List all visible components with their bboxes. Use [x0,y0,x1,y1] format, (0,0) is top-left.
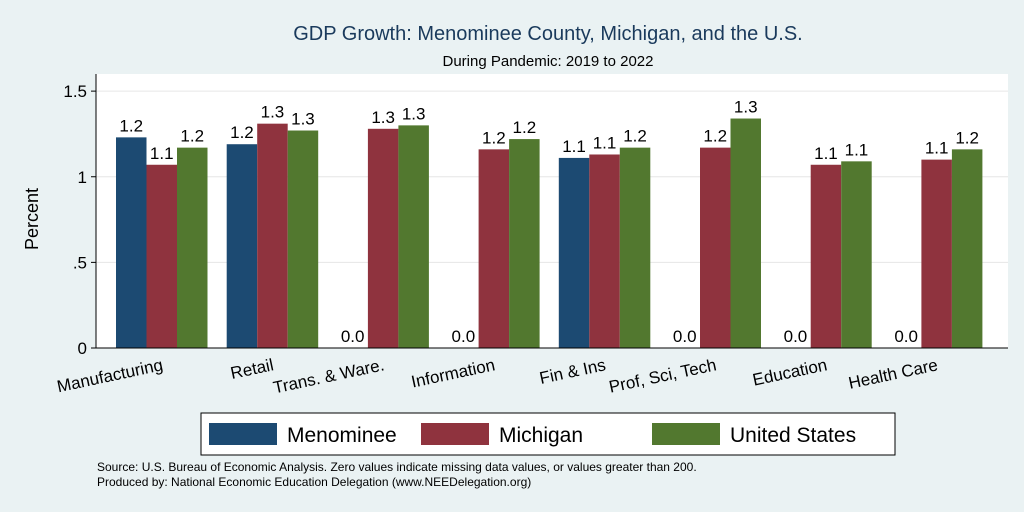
value-label: 1.1 [593,133,617,152]
category-label: Education [751,355,829,389]
value-label: 1.3 [402,104,426,123]
category-label: Fin & Ins [538,355,608,388]
bar-united-states [177,147,208,348]
value-label: 1.3 [291,110,315,129]
bar-united-states [730,118,761,349]
y-axis: 0 .5 1 1.5 [63,74,1008,358]
bar-united-states [951,149,983,348]
value-label: 1.3 [734,98,758,117]
bar-michigan [478,149,510,348]
y-axis-title: Percent [22,188,42,250]
value-label: 1.3 [371,108,395,127]
value-label: 1.1 [814,144,838,163]
legend-label: United States [730,424,856,447]
value-label: 1.2 [482,128,506,147]
value-label: 0.0 [673,327,697,346]
value-label: 1.1 [150,144,174,163]
value-label: 1.2 [230,123,254,142]
chart-subtitle: During Pandemic: 2019 to 2022 [443,53,654,70]
value-label: 0.0 [894,327,918,346]
y-tick-label: 1 [78,168,87,187]
source-note: Source: U.S. Bureau of Economic Analysis… [97,460,697,474]
chart-title: GDP Growth: Menominee County, Michigan, … [293,23,803,45]
legend: Menominee Michigan United States [200,412,896,456]
value-label: 1.1 [562,137,586,156]
bar-menominee [116,137,147,348]
category-label: Manufacturing [55,355,164,396]
value-labels: 1.2 1.1 1.2 1.2 1.3 1.3 0.0 1.3 1.3 0.0 1.2 1.2 1.1 1… [119,98,979,346]
bar-united-states [287,130,319,348]
bar-united-states [509,139,540,348]
legend-label: Michigan [499,424,583,447]
category-label: Health Care [847,355,940,392]
legend-swatch [421,423,489,445]
value-label: 1.3 [261,103,285,122]
value-label: 1.1 [845,140,869,159]
bar-united-states [841,161,872,348]
bars [116,118,983,349]
legend-box [200,412,896,456]
bar-menominee [226,144,258,348]
bar-michigan [257,123,288,348]
bar-michigan [367,128,399,348]
y-tick-label: 0 [78,339,87,358]
value-label: 0.0 [452,327,476,346]
bar-michigan [700,147,731,348]
y-tick-label: .5 [73,253,87,272]
category-label: Trans. & Ware. [271,355,386,397]
legend-label: Menominee [287,424,397,447]
y-tick-label: 1.5 [63,82,87,101]
legend-swatch [209,423,277,445]
value-label: 1.1 [925,139,949,158]
bar-michigan [921,159,952,348]
bar-michigan [589,154,620,348]
bar-michigan [146,164,177,348]
category-label: Prof, Sci, Tech [607,355,718,396]
category-label: Retail [229,355,275,383]
value-label: 0.0 [341,327,365,346]
produced-by-note: Produced by: National Economic Education… [97,475,531,489]
bar-michigan [810,164,842,348]
value-label: 1.2 [119,116,143,135]
value-label: 1.2 [955,128,979,147]
value-label: 1.2 [703,127,727,146]
bar-menominee [558,157,590,348]
value-label: 1.2 [623,127,647,146]
legend-swatch [652,423,720,445]
bar-united-states [619,147,651,348]
category-label: Information [410,355,497,391]
value-label: 0.0 [784,327,808,346]
value-label: 1.2 [180,127,204,146]
bar-united-states [398,125,429,348]
value-label: 1.2 [513,118,537,137]
